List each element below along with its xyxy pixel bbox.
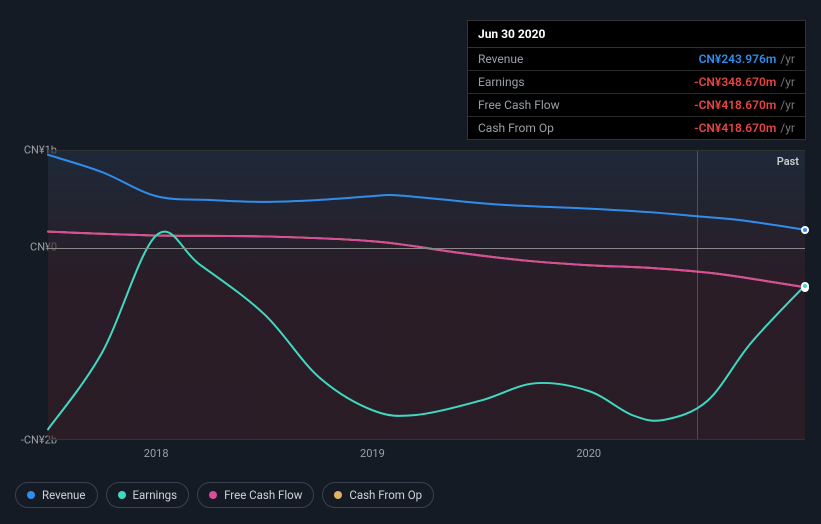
tooltip-date: Jun 30 2020	[468, 21, 805, 48]
series-line	[48, 232, 805, 288]
zero-line	[48, 248, 805, 249]
x-axis-label: 2019	[360, 447, 385, 460]
legend-dot-icon	[118, 491, 126, 499]
series-line	[48, 155, 805, 230]
legend-dot-icon	[27, 491, 35, 499]
x-axis: 2018 2019 2020	[48, 445, 805, 465]
tooltip-row-value: -CN¥348.670m	[694, 75, 776, 89]
series-line	[48, 232, 805, 430]
tooltip-row: RevenueCN¥243.976m/yr	[468, 48, 805, 71]
financials-chart: CN¥1bCN¥0-CN¥2b Past 201820192020	[15, 120, 805, 460]
legend-label: Cash From Op	[349, 488, 422, 502]
marker-line	[697, 151, 698, 439]
tooltip-row-value: CN¥243.976m	[699, 52, 777, 66]
legend-dot-icon	[334, 491, 342, 499]
legend-item[interactable]: Earnings	[106, 482, 190, 508]
legend: Revenue Earnings Free Cash Flow Cash From O…	[15, 482, 434, 508]
series-end-marker	[801, 282, 809, 290]
legend-item[interactable]: Revenue	[15, 482, 98, 508]
tooltip-row-unit: /yr	[780, 98, 795, 112]
tooltip-row-label: Revenue	[478, 52, 699, 66]
tooltip-row-unit: /yr	[780, 52, 795, 66]
tooltip-row-value: -CN¥418.670m	[694, 98, 776, 112]
tooltip-row: Earnings-CN¥348.670m/yr	[468, 71, 805, 94]
series-line	[48, 232, 805, 288]
tooltip-row-unit: /yr	[780, 75, 795, 89]
tooltip-row-label: Free Cash Flow	[478, 98, 694, 112]
legend-label: Free Cash Flow	[224, 488, 302, 502]
x-axis-label: 2020	[576, 447, 601, 460]
tooltip-row: Free Cash Flow-CN¥418.670m/yr	[468, 94, 805, 117]
legend-label: Earnings	[133, 488, 178, 502]
legend-item[interactable]: Free Cash Flow	[197, 482, 314, 508]
series-end-marker	[801, 226, 809, 234]
legend-dot-icon	[209, 491, 217, 499]
tooltip-row-label: Earnings	[478, 75, 694, 89]
legend-item[interactable]: Cash From Op	[322, 482, 434, 508]
series-svg	[48, 151, 805, 439]
plot-area[interactable]: Past	[48, 150, 805, 440]
x-axis-label: 2018	[144, 447, 169, 460]
legend-label: Revenue	[42, 488, 86, 502]
